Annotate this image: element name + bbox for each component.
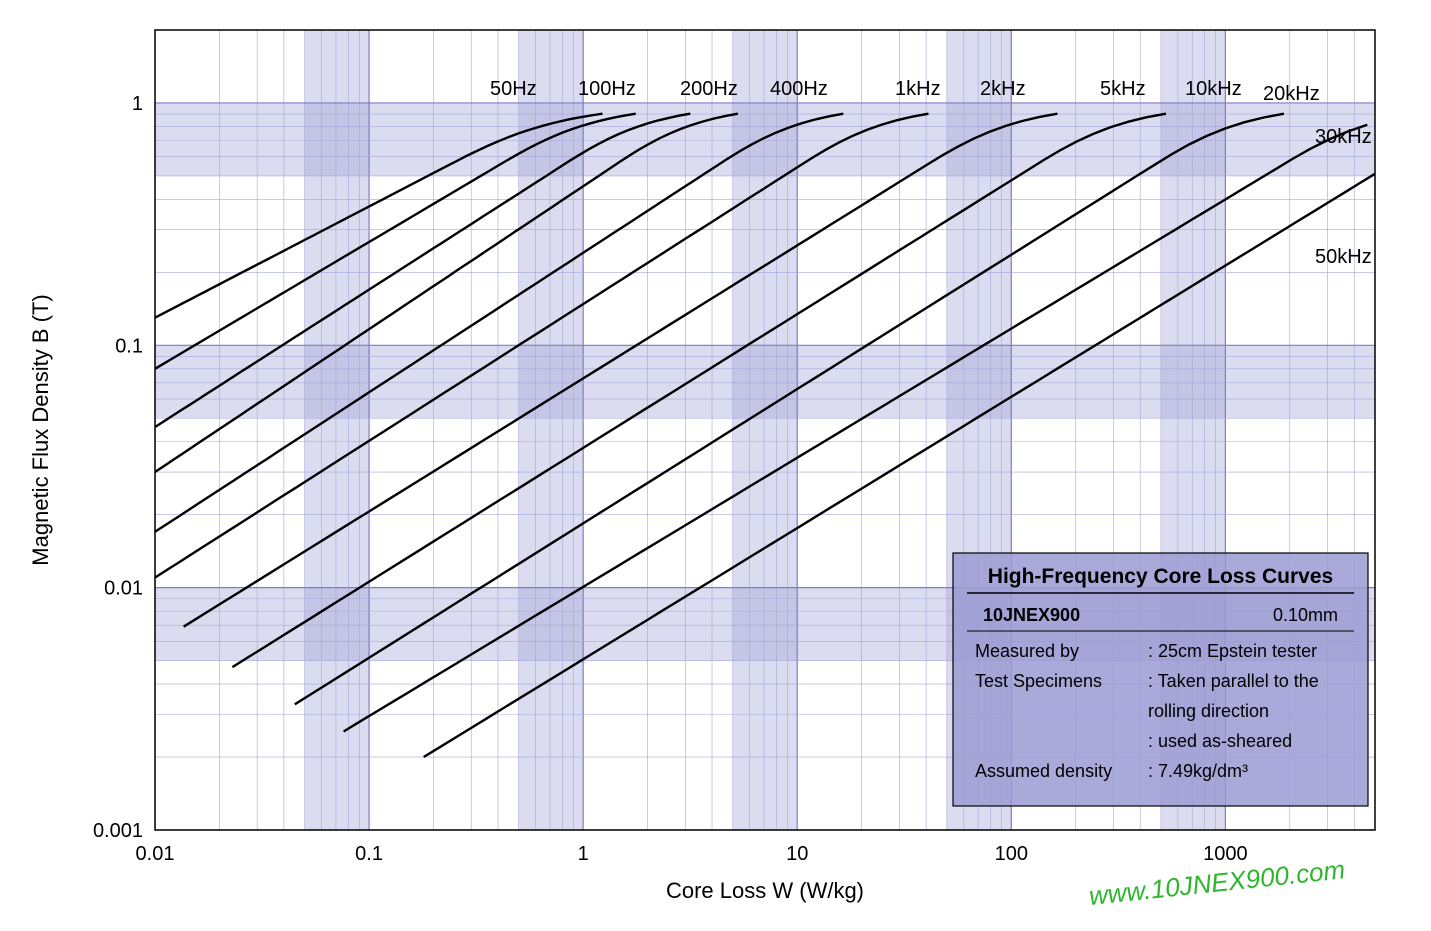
info-row-key: Assumed density bbox=[975, 761, 1112, 781]
curve-label-2kHz: 2kHz bbox=[980, 78, 1026, 100]
info-row-val: rolling direction bbox=[1148, 701, 1269, 721]
ytick-label: 0.001 bbox=[93, 820, 143, 842]
info-box: High-Frequency Core Loss Curves 10JNEX900… bbox=[953, 553, 1368, 806]
ytick-label: 0.01 bbox=[104, 578, 143, 600]
info-product: 10JNEX900 bbox=[983, 605, 1080, 625]
xtick-label: 0.1 bbox=[355, 843, 383, 865]
info-row-val: : used as-sheared bbox=[1148, 731, 1292, 751]
info-thickness: 0.10mm bbox=[1273, 605, 1338, 625]
xtick-label: 1000 bbox=[1203, 843, 1248, 865]
info-title: High-Frequency Core Loss Curves bbox=[988, 565, 1333, 588]
chart-svg: 50Hz 100Hz 200Hz 400Hz 1kHz 2kHz 5kHz 10kHz 20kH… bbox=[0, 0, 1431, 931]
info-row-key: Measured by bbox=[975, 641, 1079, 661]
xtick-label: 0.01 bbox=[136, 843, 175, 865]
y-axis-label: Magnetic Flux Density B (T) bbox=[28, 294, 53, 565]
x-axis-label: Core Loss W (W/kg) bbox=[666, 878, 864, 903]
curve-label-100Hz: 100Hz bbox=[578, 78, 636, 100]
curve-label-400Hz: 400Hz bbox=[770, 78, 828, 100]
curve-label-30kHz: 30kHz bbox=[1315, 126, 1372, 148]
curve-label-10kHz: 10kHz bbox=[1185, 78, 1242, 100]
ytick-label: 1 bbox=[132, 93, 143, 115]
info-row-key: Test Specimens bbox=[975, 671, 1102, 691]
curve-label-5kHz: 5kHz bbox=[1100, 78, 1146, 100]
info-row-val: : Taken parallel to the bbox=[1148, 671, 1319, 691]
curve-label-20kHz: 20kHz bbox=[1263, 83, 1320, 105]
curve-label-1kHz: 1kHz bbox=[895, 78, 941, 100]
xtick-label: 10 bbox=[786, 843, 808, 865]
info-row-val: : 25cm Epstein tester bbox=[1148, 641, 1317, 661]
xtick-label: 1 bbox=[578, 843, 589, 865]
curve-label-200Hz: 200Hz bbox=[680, 78, 738, 100]
xtick-label: 100 bbox=[995, 843, 1028, 865]
chart-container: 50Hz 100Hz 200Hz 400Hz 1kHz 2kHz 5kHz 10kHz 20kH… bbox=[0, 0, 1431, 931]
ytick-label: 0.1 bbox=[115, 335, 143, 357]
curve-label-50Hz: 50Hz bbox=[490, 78, 537, 100]
curve-label-50kHz: 50kHz bbox=[1315, 246, 1372, 268]
info-row-val: : 7.49kg/dm³ bbox=[1148, 761, 1248, 781]
